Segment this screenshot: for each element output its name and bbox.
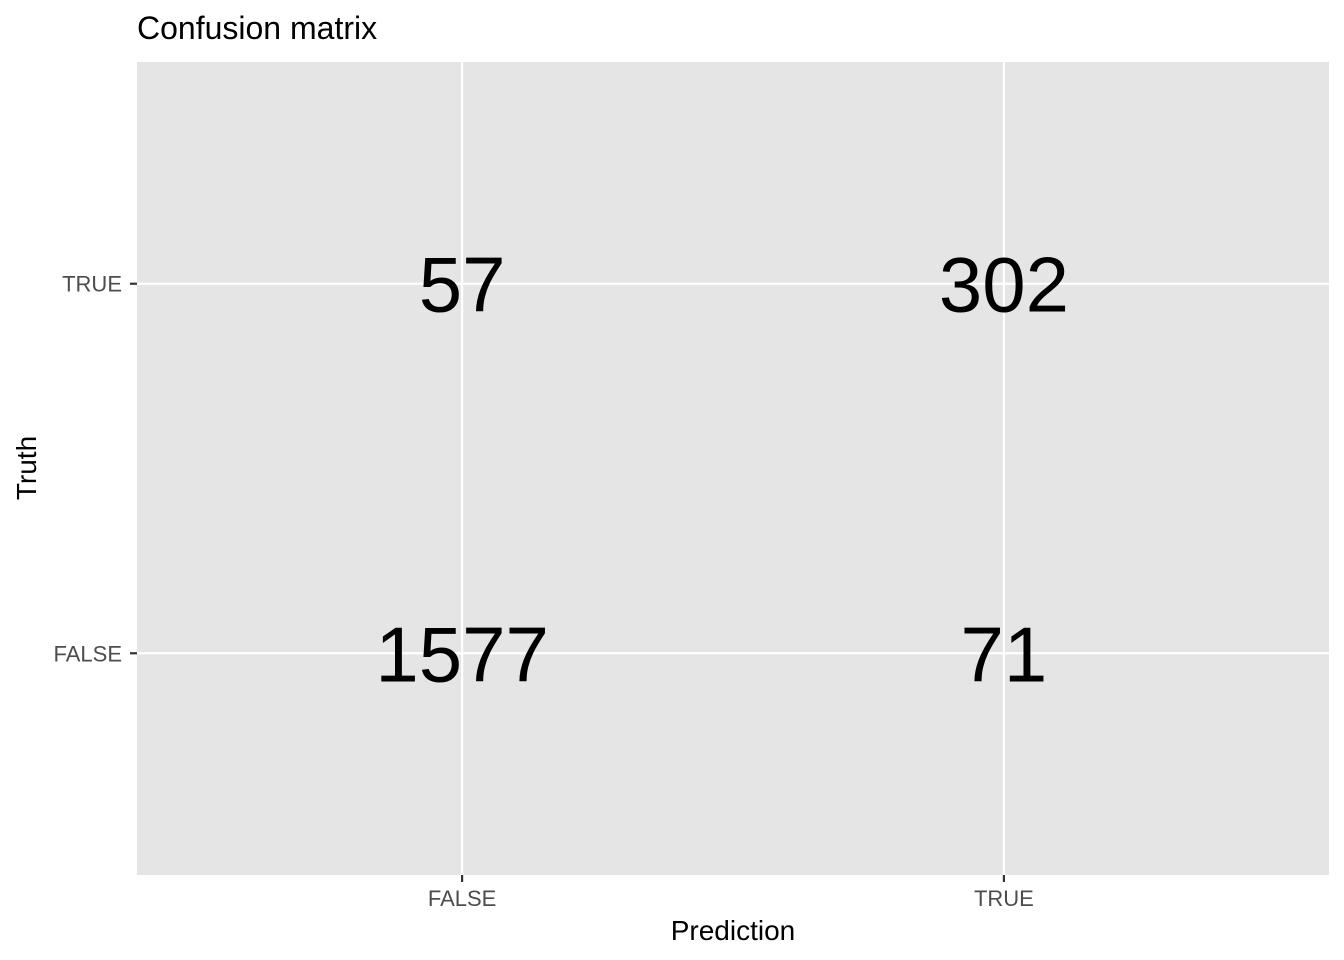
plot-panel <box>137 62 1329 875</box>
chart-title: Confusion matrix <box>137 10 377 46</box>
gridlines <box>137 62 1329 875</box>
y-tick-label: TRUE <box>62 272 122 297</box>
cell-labels: 57 302 1577 71 <box>375 241 1069 699</box>
cell-count-label: 302 <box>939 241 1069 329</box>
y-tick-label: FALSE <box>54 641 122 666</box>
x-tick-label: TRUE <box>974 886 1034 911</box>
cell-count-label: 57 <box>419 241 506 329</box>
y-axis-title: Truth <box>11 436 42 500</box>
x-axis-title: Prediction <box>671 915 796 946</box>
axis-ticks: FALSE TRUE FALSE TRUE <box>54 272 1034 911</box>
cell-count-label: 1577 <box>375 610 549 698</box>
cell-count-label: 71 <box>961 610 1048 698</box>
x-tick-label: FALSE <box>428 886 496 911</box>
